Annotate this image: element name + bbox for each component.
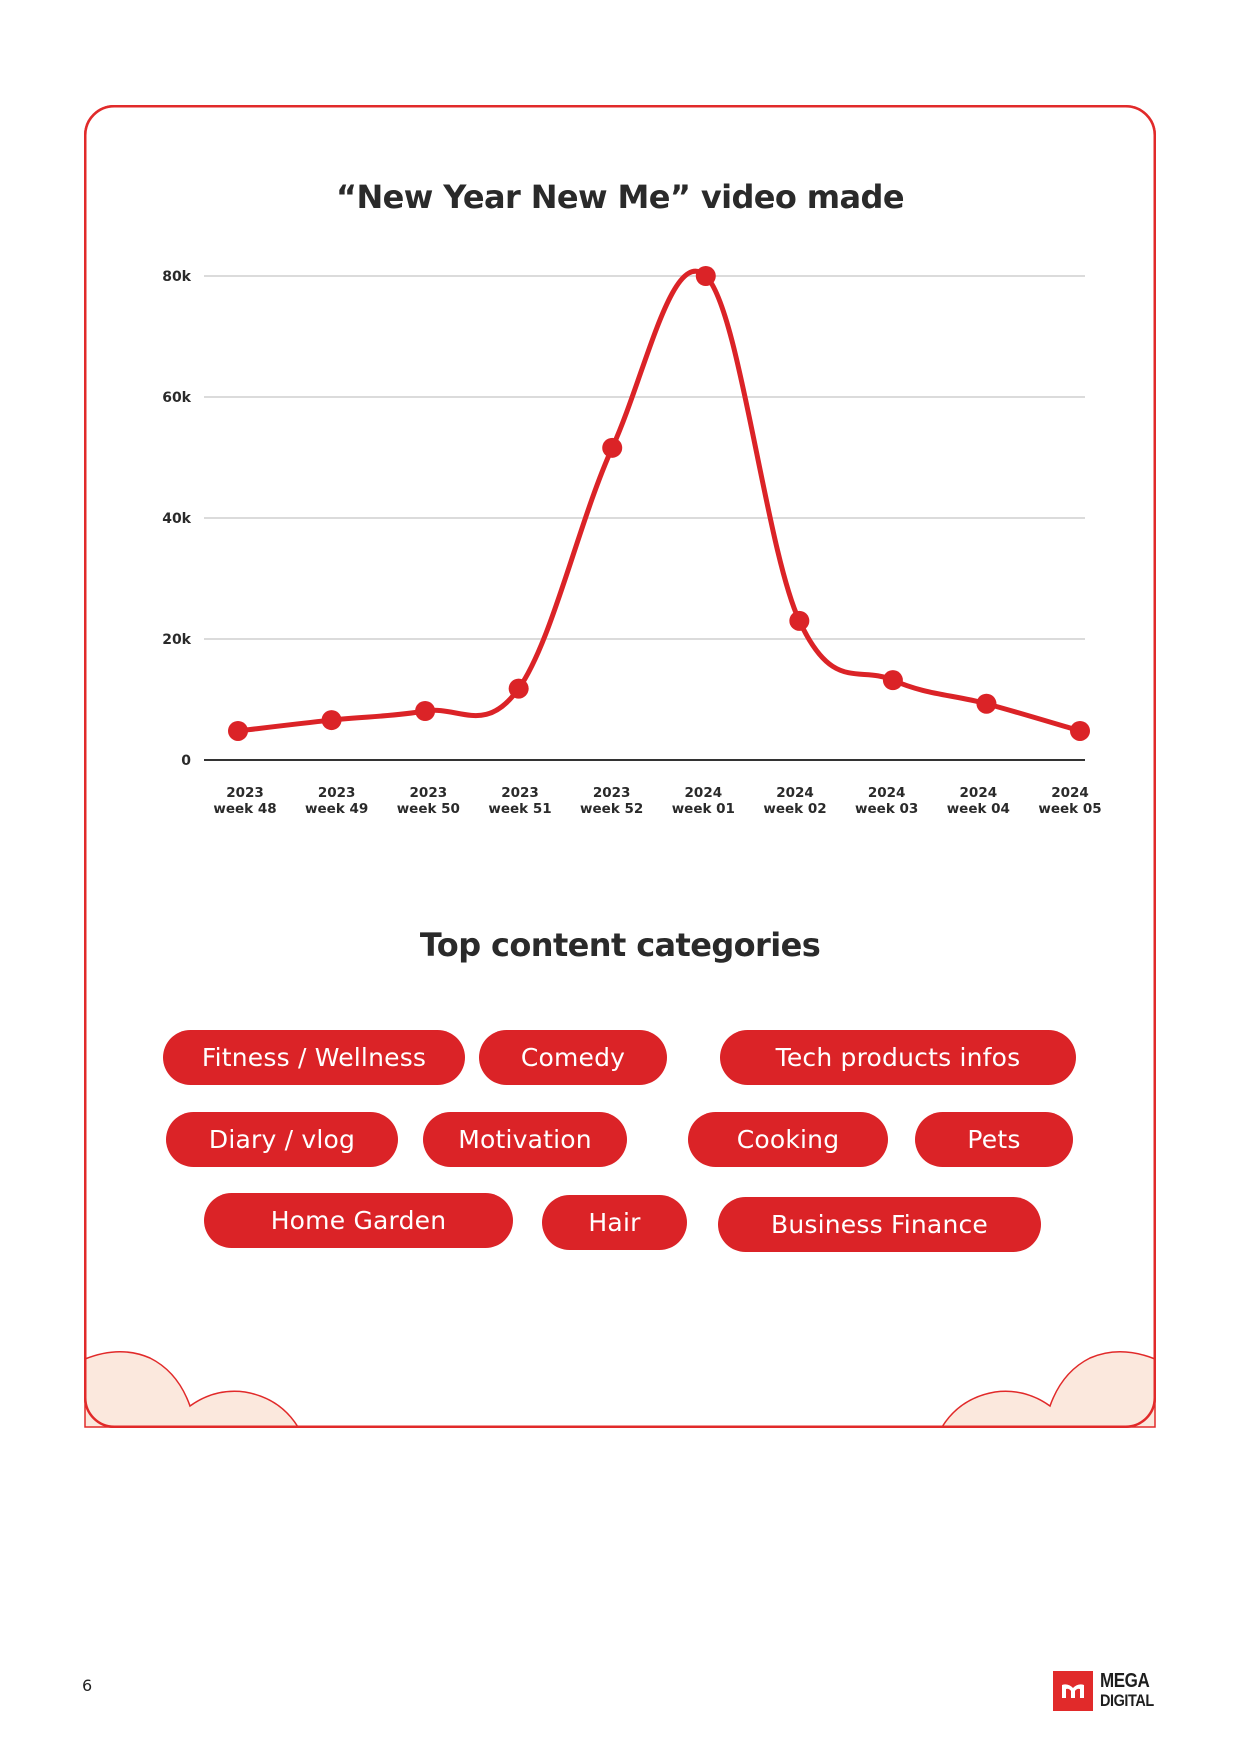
y-tick-label: 0 <box>181 753 191 769</box>
category-pill-comedy[interactable]: Comedy <box>479 1030 667 1085</box>
svg-text:2023: 2023 <box>593 785 631 801</box>
chart-data-points <box>228 266 1090 741</box>
chart-title: “New Year New Me” video made <box>336 178 904 216</box>
y-tick-label: 20k <box>162 632 191 648</box>
cloud-decoration-left <box>84 1351 300 1428</box>
category-pill-home-garden[interactable]: Home Garden <box>204 1193 513 1248</box>
data-point <box>415 700 436 721</box>
category-pill-cooking[interactable]: Cooking <box>688 1112 888 1167</box>
category-pill-pets[interactable]: Pets <box>915 1112 1073 1167</box>
categories-title: Top content categories <box>419 926 821 964</box>
card-border <box>84 105 1156 1428</box>
page-number: 6 <box>82 1676 93 1695</box>
data-point <box>508 678 529 699</box>
svg-text:week 50: week 50 <box>397 801 460 817</box>
y-tick-label: 40k <box>162 511 191 527</box>
category-pill-diary-vlog[interactable]: Diary / vlog <box>166 1112 398 1167</box>
category-pill-fitness-wellness[interactable]: Fitness / Wellness <box>163 1030 465 1085</box>
svg-text:week 52: week 52 <box>580 801 643 817</box>
svg-text:week 48: week 48 <box>213 801 276 817</box>
svg-text:2023: 2023 <box>410 785 448 801</box>
data-point <box>602 437 623 458</box>
svg-text:2023: 2023 <box>501 785 539 801</box>
category-pill-business-finance[interactable]: Business Finance <box>718 1197 1041 1252</box>
svg-text:2024: 2024 <box>685 785 723 801</box>
category-pill-tech-products-infos[interactable]: Tech products infos <box>720 1030 1076 1085</box>
svg-text:week 01: week 01 <box>672 801 735 817</box>
svg-text:2024: 2024 <box>868 785 906 801</box>
cloud-decoration-right <box>940 1351 1156 1428</box>
mega-digital-logo: MEGA DIGITAL <box>1053 1671 1163 1711</box>
svg-text:2023: 2023 <box>318 785 356 801</box>
data-point <box>789 610 810 631</box>
category-pill-hair[interactable]: Hair <box>542 1195 687 1250</box>
category-pill-motivation[interactable]: Motivation <box>423 1112 627 1167</box>
svg-text:2024: 2024 <box>1051 785 1089 801</box>
data-point <box>321 710 342 731</box>
data-point <box>695 266 716 286</box>
y-tick-label: 80k <box>162 269 191 285</box>
svg-text:week 51: week 51 <box>488 801 551 817</box>
svg-text:2024: 2024 <box>776 785 814 801</box>
chart-gridlines <box>204 275 1085 761</box>
svg-text:2024: 2024 <box>960 785 998 801</box>
y-axis-labels: 0 20k 40k 60k 80k <box>162 269 191 769</box>
svg-text:2023: 2023 <box>226 785 264 801</box>
logo-text-mega: MEGA <box>1100 1670 1150 1692</box>
svg-text:week 02: week 02 <box>763 801 826 817</box>
svg-text:week 49: week 49 <box>305 801 368 817</box>
data-point <box>1070 720 1090 741</box>
svg-text:week 03: week 03 <box>855 801 918 817</box>
logo-mark-icon <box>1053 1671 1093 1711</box>
data-point <box>228 720 248 741</box>
svg-text:week 05: week 05 <box>1038 801 1101 817</box>
logo-text-digital: DIGITAL <box>1100 1691 1154 1710</box>
svg-text:week 04: week 04 <box>947 801 1010 817</box>
data-point <box>976 693 997 714</box>
y-tick-label: 60k <box>162 390 191 406</box>
chart-line <box>235 268 1083 734</box>
data-point <box>882 670 903 691</box>
